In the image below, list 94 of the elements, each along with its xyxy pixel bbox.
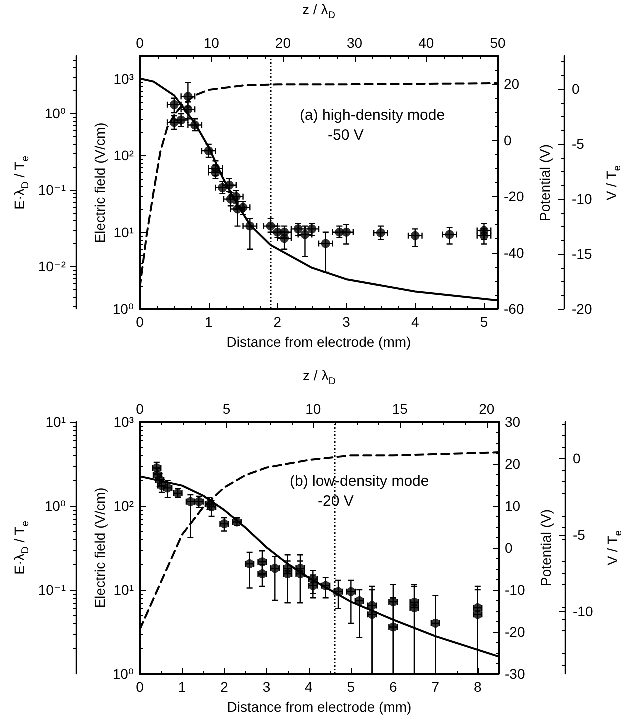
y-tick-label: 10⁻¹ xyxy=(38,582,66,598)
x2-tick-label: 40 xyxy=(418,35,434,51)
point xyxy=(232,192,241,202)
x-axis-title: Distance from electrode (mm) xyxy=(226,334,412,350)
point xyxy=(280,234,290,244)
point xyxy=(218,183,228,192)
x-tick-label: 0 xyxy=(136,314,144,330)
x2-axis-title: z / λ$_{D}$ xyxy=(303,368,336,388)
x2-tick-label: 50 xyxy=(490,35,506,51)
x2-tick-label: 15 xyxy=(392,401,408,417)
point xyxy=(204,146,214,156)
y2-tick-label: 20 xyxy=(504,76,520,92)
y-tick-label: 10² xyxy=(114,498,134,514)
x-tick-label: 5 xyxy=(347,679,356,695)
y2-tick-label: -60 xyxy=(504,301,524,317)
y-tick-label: 10¹ xyxy=(114,582,134,598)
y2-axis-title: Potential (V) xyxy=(538,509,554,587)
y2-tick-label: -20 xyxy=(572,301,592,317)
x-tick-label: 2 xyxy=(220,679,229,695)
x2-axis-title: z / λ$_{D}$ xyxy=(302,2,336,22)
x-tick-label: 4 xyxy=(411,314,420,330)
y-tick-label: 10⁰ xyxy=(44,498,66,514)
point xyxy=(294,224,303,234)
x-tick-label: 3 xyxy=(342,314,351,330)
point xyxy=(238,203,248,212)
y2-tick-label: 30 xyxy=(505,414,521,430)
x-tick-label: 2 xyxy=(274,314,282,330)
x-tick-label: 4 xyxy=(305,679,314,695)
y-tick-label: 10⁰ xyxy=(112,666,134,682)
point xyxy=(376,228,386,238)
point xyxy=(308,224,317,234)
point xyxy=(480,231,489,240)
annotation: (a) high-density mode xyxy=(300,107,446,124)
x2-tick-label: 10 xyxy=(306,401,322,417)
x-tick-label: 1 xyxy=(204,314,213,330)
y-tick-label: 10¹ xyxy=(46,414,66,430)
point xyxy=(445,230,454,240)
y2-tick-label: -5 xyxy=(573,527,586,544)
y2-tick-label: 0 xyxy=(505,540,513,556)
point xyxy=(246,222,255,231)
point xyxy=(410,231,420,240)
x2-tick-label: 20 xyxy=(479,401,495,417)
y-tick-label: 10⁻¹ xyxy=(38,182,66,198)
point xyxy=(184,105,193,114)
y2-tick-label: -20 xyxy=(504,188,524,205)
x-tick-label: 1 xyxy=(178,679,186,695)
x-tick-label: 8 xyxy=(474,679,482,695)
x-tick-label: 3 xyxy=(262,679,271,695)
x-tick-label: 6 xyxy=(390,679,398,695)
annotation: (b) low-density mode xyxy=(290,473,430,490)
point xyxy=(300,230,310,240)
point xyxy=(176,116,186,125)
y-tick-label: 10⁻² xyxy=(38,258,66,275)
y-tick-label: 10³ xyxy=(114,414,134,430)
y2-tick-label: -10 xyxy=(573,603,594,620)
y-tick-label: 10⁰ xyxy=(44,105,66,122)
point xyxy=(211,168,220,178)
x-axis-title: Distance from electrode (mm) xyxy=(227,699,412,715)
annotation: -20 V xyxy=(318,493,354,510)
x-tick-label: 7 xyxy=(432,679,440,695)
y2-tick-label: -20 xyxy=(505,624,526,640)
point xyxy=(170,100,179,110)
point xyxy=(266,222,276,231)
y2-tick-label: -10 xyxy=(572,191,592,207)
x2-tick-label: 0 xyxy=(136,401,144,417)
y2-tick-label: -5 xyxy=(572,136,585,152)
y2-tick-label: 0 xyxy=(573,450,581,467)
x2-tick-label: 5 xyxy=(222,401,231,417)
point xyxy=(321,239,330,248)
y-tick-label: 10³ xyxy=(114,71,134,88)
y2-tick-label: 0 xyxy=(504,132,512,148)
x2-tick-label: 10 xyxy=(204,35,220,51)
x2-tick-label: 20 xyxy=(275,35,292,51)
y2-tick-label: -10 xyxy=(505,582,526,598)
y2-tick-label: -30 xyxy=(505,666,526,682)
y2-tick-label: 20 xyxy=(505,456,521,472)
y-tick-label: 10⁰ xyxy=(112,301,134,317)
point xyxy=(184,92,193,102)
point xyxy=(342,228,352,237)
y2-tick-label: 10 xyxy=(505,498,521,514)
y-axis-title: Electric field (V/cm) xyxy=(92,122,108,243)
x-tick-label: 5 xyxy=(480,314,488,330)
point xyxy=(225,180,234,190)
x2-tick-label: 0 xyxy=(136,35,144,51)
y-tick-label: 10² xyxy=(114,148,134,164)
annotation: -50 V xyxy=(328,127,364,144)
y2-tick-label: -40 xyxy=(504,244,524,261)
x-tick-label: 0 xyxy=(136,679,144,695)
y-tick-label: 10¹ xyxy=(114,224,134,240)
y2-tick-label: 0 xyxy=(572,81,580,97)
y2-tick-label: -15 xyxy=(572,246,592,262)
y2-axis-title: Potential (V) xyxy=(537,144,553,222)
y-axis-title: Electric field (V/cm) xyxy=(92,488,108,608)
x2-tick-label: 30 xyxy=(347,35,363,51)
